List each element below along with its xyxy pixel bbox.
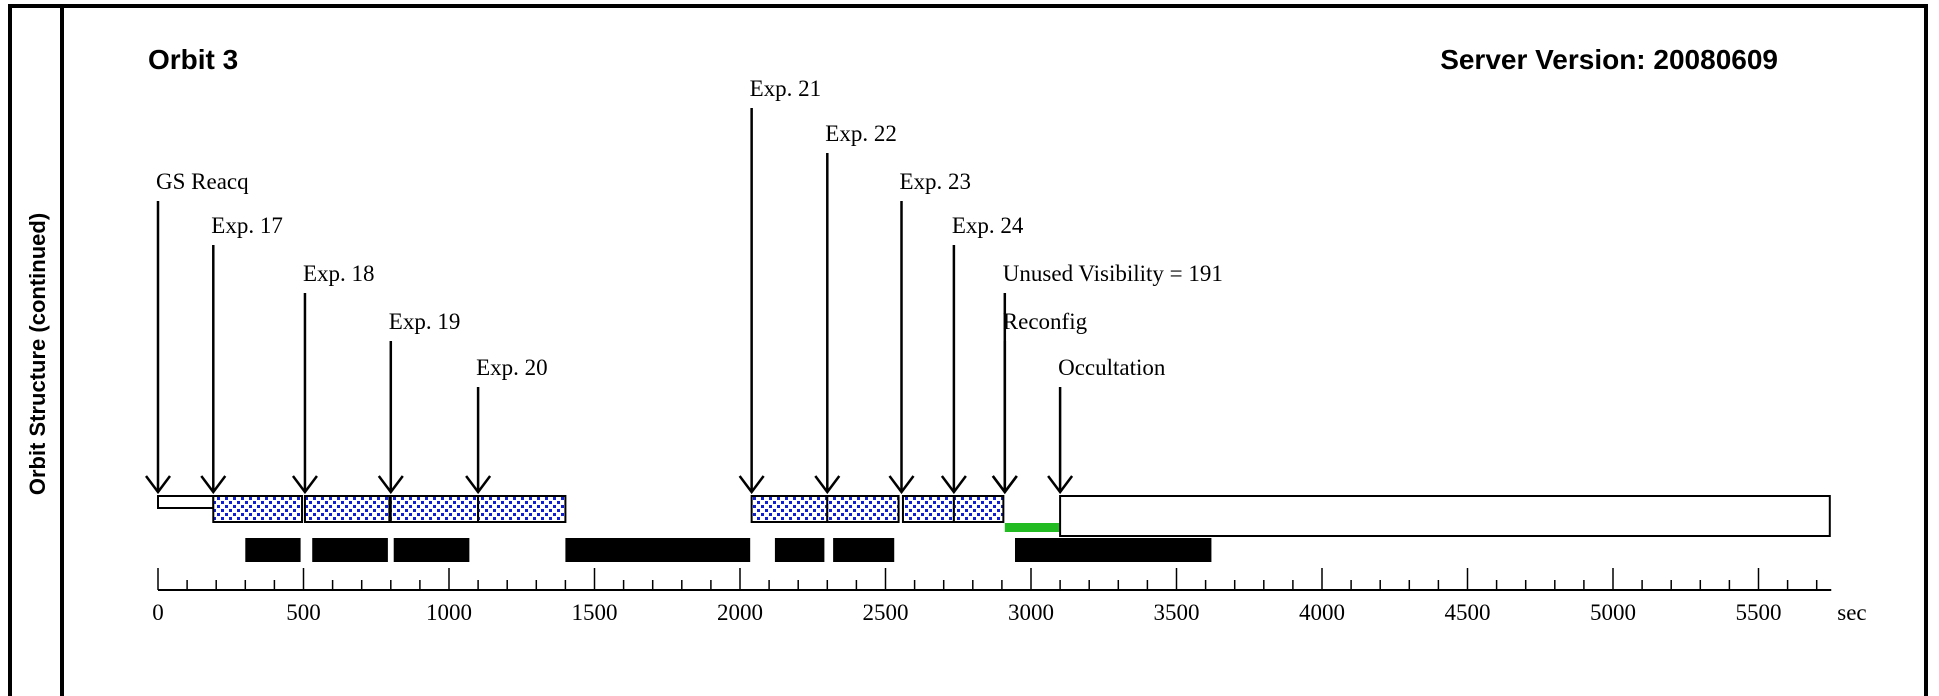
- axis-tick-label: 500: [286, 600, 321, 625]
- exposure-segment: [303, 495, 391, 523]
- event-label: Exp. 18: [303, 261, 375, 286]
- event-label: Exp. 23: [900, 169, 972, 194]
- timeline-block: [1014, 538, 1212, 562]
- timeline-blocks: [245, 538, 1212, 562]
- axis-tick-label: 3000: [1008, 600, 1054, 625]
- axis-tick-label: 1000: [426, 600, 472, 625]
- timeline-block: [565, 538, 751, 562]
- occultation-segment: [1059, 495, 1831, 537]
- event-label: Occultation: [1058, 355, 1166, 380]
- event-label: Unused Visibility = 191: [1003, 261, 1223, 286]
- exposure-segment: [901, 495, 955, 523]
- event-marker: Exp. 24: [940, 213, 1024, 495]
- event-marker: Unused Visibility = 191: [991, 261, 1223, 495]
- arrow-head-icon: [200, 475, 227, 495]
- event-marker: Exp. 22: [814, 121, 897, 495]
- timeline-block: [245, 538, 301, 562]
- arrow-head-icon: [291, 475, 318, 495]
- arrow-head-icon: [145, 475, 171, 495]
- unused-visibility-segment: [1004, 523, 1061, 532]
- event-marker: GS Reacq: [145, 169, 249, 495]
- arrow-head-icon: [738, 475, 765, 495]
- timeline-events: GS Reacq Exp. 17 Exp. 18 Exp. 19 Exp. 20 Exp.…: [145, 76, 1223, 495]
- event-marker: Exp. 17: [200, 213, 283, 495]
- axis-tick-label: 3500: [1154, 600, 1200, 625]
- event-marker: Exp. 23: [888, 169, 972, 495]
- orbit-title: Orbit 3: [148, 44, 238, 75]
- event-marker: Reconfig: [991, 309, 1088, 495]
- event-marker: Exp. 20: [465, 355, 548, 495]
- event-label: GS Reacq: [156, 169, 249, 194]
- arrow-head-icon: [377, 475, 404, 495]
- axis-tick-label: 1500: [572, 600, 618, 625]
- event-marker: Exp. 21: [738, 76, 822, 495]
- event-label: Exp. 24: [952, 213, 1024, 238]
- chart-frame: Orbit Structure (continued): [8, 4, 1928, 696]
- arrow-head-icon: [465, 475, 492, 495]
- axis-tick-label: 5500: [1736, 600, 1782, 625]
- exposure-segment: [212, 495, 304, 523]
- acquisition-segment: [157, 495, 215, 509]
- event-marker: Exp. 18: [291, 261, 375, 495]
- time-axis: 0 500 1000 1500 2000 2500 3000 3500 4000 4500 5000…: [152, 568, 1867, 625]
- event-label: Reconfig: [1003, 309, 1088, 334]
- axis-tick-label: 2500: [863, 600, 909, 625]
- exposure-segment: [826, 495, 900, 523]
- axis-tick-label: 2000: [717, 600, 763, 625]
- axis-unit-label: sec: [1837, 600, 1866, 625]
- axis-tick-label: 4500: [1445, 600, 1491, 625]
- event-label: Exp. 19: [389, 309, 461, 334]
- axis-tick-label: 4000: [1299, 600, 1345, 625]
- event-label: Exp. 21: [750, 76, 822, 101]
- axis-tick-label: 0: [152, 600, 164, 625]
- exposure-segment: [389, 495, 480, 523]
- timeline-block: [774, 538, 825, 562]
- arrow-head-icon: [940, 475, 967, 495]
- arrow-head-icon: [1047, 475, 1074, 495]
- event-marker: Exp. 19: [377, 309, 461, 495]
- timeline-block: [312, 538, 388, 562]
- event-marker: Occultation: [1047, 355, 1166, 495]
- exposure-segment: [952, 495, 1005, 523]
- arrow-head-icon: [991, 475, 1018, 495]
- exposure-segment: [477, 495, 567, 523]
- server-version: Server Version: 20080609: [1440, 44, 1778, 75]
- event-label: Exp. 17: [211, 213, 283, 238]
- exposure-segment: [750, 495, 829, 523]
- arrow-head-icon: [888, 475, 915, 495]
- timeline-block: [393, 538, 470, 562]
- timeline-segments: [157, 495, 1831, 537]
- axis-tick-label: 5000: [1590, 600, 1636, 625]
- arrow-head-icon: [814, 475, 841, 495]
- event-label: Exp. 22: [825, 121, 897, 146]
- side-bar: Orbit Structure (continued): [12, 8, 64, 696]
- event-label: Exp. 20: [476, 355, 548, 380]
- timeline-block: [833, 538, 895, 562]
